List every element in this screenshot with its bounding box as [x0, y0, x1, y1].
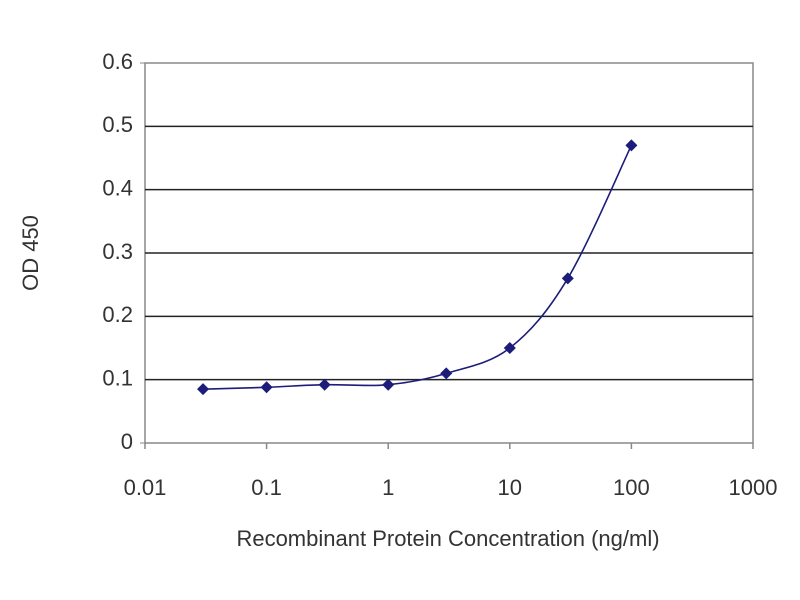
x-tick-label: 1: [382, 475, 394, 500]
data-point: [561, 272, 574, 285]
data-point: [625, 139, 638, 152]
y-tick-label: 0.2: [102, 302, 133, 327]
y-tick-label: 0.3: [102, 239, 133, 264]
x-tick-label: 10: [498, 475, 522, 500]
y-tick-label: 0: [121, 429, 133, 454]
data-point: [382, 378, 395, 391]
x-tick-label: 0.1: [251, 475, 282, 500]
data-point: [318, 378, 331, 391]
x-tick-label: 1000: [729, 475, 778, 500]
x-axis-label: Recombinant Protein Concentration (ng/ml…: [236, 526, 659, 551]
data-point: [197, 383, 210, 396]
data-point: [503, 342, 516, 354]
y-axis-label: OD 450: [18, 215, 43, 291]
y-tick-label: 0.4: [102, 175, 133, 200]
y-tick-label: 0.5: [102, 112, 133, 137]
data-point: [260, 381, 273, 394]
x-tick-label: 100: [613, 475, 650, 500]
data-point: [440, 367, 453, 380]
y-tick-label: 0.6: [102, 49, 133, 74]
x-tick-label: 0.01: [124, 475, 167, 500]
y-tick-label: 0.1: [102, 365, 133, 390]
